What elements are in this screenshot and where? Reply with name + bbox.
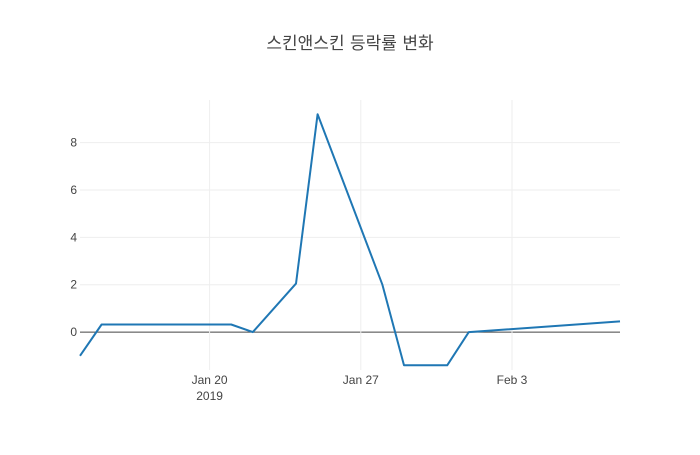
x-tick-year-label: 2019 bbox=[196, 389, 223, 403]
data-point[interactable] bbox=[99, 322, 105, 328]
data-point[interactable] bbox=[293, 281, 299, 287]
x-tick-label: Feb 3 bbox=[497, 373, 528, 387]
x-tick-label: Jan 27 bbox=[343, 373, 379, 387]
y-tick-label: 8 bbox=[70, 136, 77, 150]
data-point[interactable] bbox=[228, 322, 234, 328]
data-point[interactable] bbox=[444, 362, 450, 368]
gridlines bbox=[80, 100, 620, 370]
data-point[interactable] bbox=[379, 282, 385, 288]
y-tick-label: 2 bbox=[70, 278, 77, 292]
x-tick-label: Jan 20 bbox=[192, 373, 228, 387]
y-tick-label: 0 bbox=[70, 325, 77, 339]
data-point[interactable] bbox=[401, 362, 407, 368]
series-layer bbox=[77, 111, 623, 368]
axis-labels: 0 2 4 6 8 Jan 20 2019 Jan 27 Feb 3 bbox=[70, 136, 527, 403]
data-point[interactable] bbox=[315, 111, 321, 117]
data-point[interactable] bbox=[617, 318, 623, 324]
y-tick-label: 4 bbox=[70, 230, 77, 244]
chart-title: 스킨앤스킨 등락률 변화 bbox=[266, 34, 434, 54]
data-point[interactable] bbox=[77, 353, 83, 359]
data-point[interactable] bbox=[466, 329, 472, 335]
y-tick-label: 6 bbox=[70, 183, 77, 197]
data-point[interactable] bbox=[250, 329, 256, 335]
series-line bbox=[79, 113, 621, 367]
